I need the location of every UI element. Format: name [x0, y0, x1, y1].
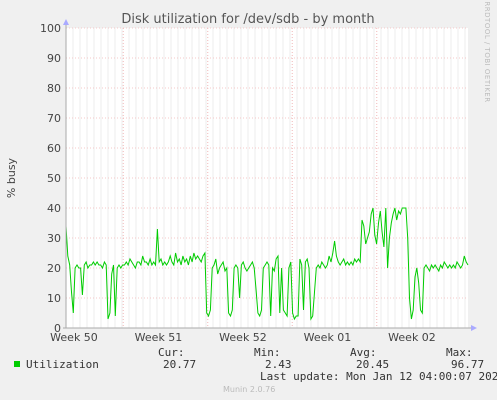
side-label: RRDTOOL / TOBI OETIKER: [483, 1, 491, 102]
chart-title: Disk utilization for /dev/sdb - by month: [121, 12, 374, 27]
legend-min-value: 2.43: [265, 358, 292, 371]
y-tick-label: 100: [40, 22, 61, 35]
y-tick-label: 20: [47, 262, 61, 275]
legend-avg-value: 20.45: [356, 358, 390, 371]
y-tick-label: 0: [54, 322, 61, 335]
x-tick-label: Week 51: [135, 331, 183, 344]
x-axis-arrow: [471, 325, 477, 331]
x-tick-label: Week 50: [50, 331, 98, 344]
legend-cur-value: 20.77: [163, 358, 197, 371]
y-axis-label: % busy: [5, 157, 18, 198]
legend-min-label: Min:: [254, 346, 281, 359]
legend-max-value: 96.77: [451, 358, 485, 371]
y-tick-label: 60: [47, 142, 61, 155]
series-group: [65, 207, 469, 321]
x-tick-label: Week 52: [219, 331, 267, 344]
y-tick-label: 90: [47, 52, 61, 65]
x-tick-label: Week 02: [388, 331, 436, 344]
y-tick-label: 40: [47, 202, 61, 215]
axes: [63, 19, 477, 331]
y-tick-label: 80: [47, 82, 61, 95]
series-line-utilization: [65, 207, 469, 321]
legend-swatch: [14, 361, 20, 367]
legend-avg-label: Avg:: [350, 346, 377, 359]
y-ticks: 0 10 20 30 40 50 60 70 80 90 100: [40, 22, 61, 335]
y-axis-arrow: [63, 19, 69, 25]
munin-version: Munin 2.0.76: [223, 385, 276, 394]
x-tick-label: Week 01: [304, 331, 352, 344]
y-tick-label: 10: [47, 292, 61, 305]
legend-series-name: Utilization: [26, 358, 99, 371]
x-ticks: Week 50 Week 51 Week 52 Week 01 Week 02: [50, 331, 436, 344]
y-tick-label: 70: [47, 112, 61, 125]
last-update: Last update: Mon Jan 12 04:00:07 2026: [260, 370, 497, 383]
legend-max-label: Max:: [446, 346, 473, 359]
y-tick-label: 50: [47, 172, 61, 185]
y-tick-label: 30: [47, 232, 61, 245]
legend-cur-label: Cur:: [158, 346, 185, 359]
